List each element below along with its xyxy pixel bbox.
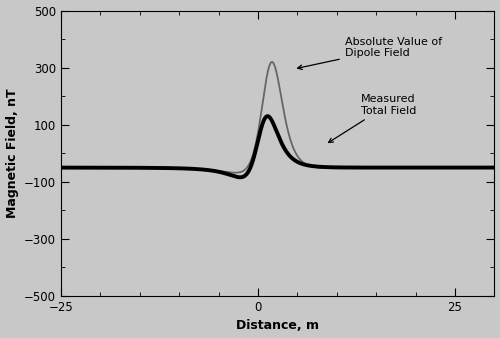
Y-axis label: Magnetic Field, nT: Magnetic Field, nT [6, 89, 18, 218]
Text: Measured
Total Field: Measured Total Field [328, 94, 416, 143]
Text: Absolute Value of
Dipole Field: Absolute Value of Dipole Field [298, 37, 442, 69]
X-axis label: Distance, m: Distance, m [236, 319, 320, 333]
